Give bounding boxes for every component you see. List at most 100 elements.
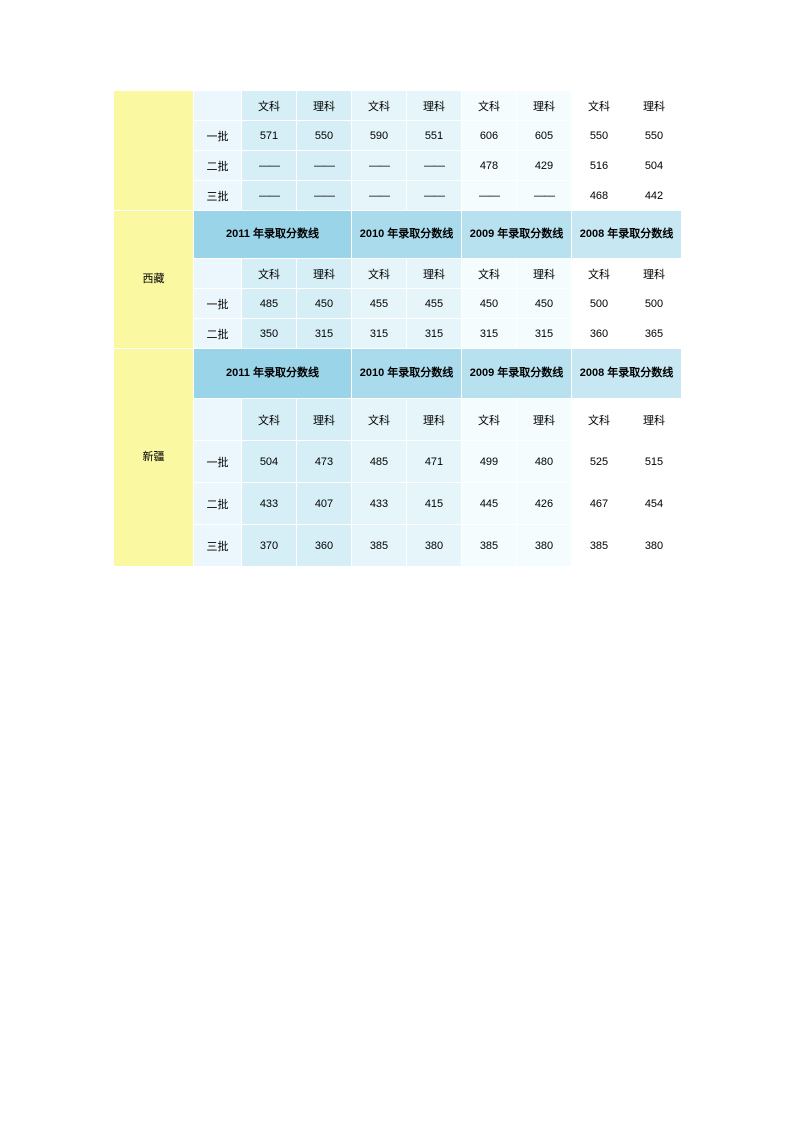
table-row: 一批 504 473 485 471 499 480 525 515	[114, 441, 682, 483]
data-cell: 454	[627, 483, 682, 525]
data-cell: 485	[242, 289, 297, 319]
data-cell: 450	[297, 289, 352, 319]
table-row: 西藏 2011 年录取分数线 2010 年录取分数线 2009 年录取分数线 2…	[114, 211, 682, 259]
data-cell: 450	[462, 289, 517, 319]
data-cell: 473	[297, 441, 352, 483]
data-cell: ——	[407, 151, 462, 181]
page-container: 文科 理科 文科 理科 文科 理科 文科 理科 一批 571 550 590 5…	[0, 0, 793, 567]
data-cell: 571	[242, 121, 297, 151]
data-cell: 504	[627, 151, 682, 181]
data-cell: ——	[517, 181, 572, 211]
data-cell: 407	[297, 483, 352, 525]
data-cell: ——	[297, 151, 352, 181]
data-cell: 433	[242, 483, 297, 525]
province-cell: 新疆	[114, 349, 194, 567]
data-cell: 360	[297, 525, 352, 567]
admission-score-table: 文科 理科 文科 理科 文科 理科 文科 理科 一批 571 550 590 5…	[113, 90, 682, 567]
data-cell: 551	[407, 121, 462, 151]
data-cell: 499	[462, 441, 517, 483]
col-header: 理科	[297, 259, 352, 289]
col-header: 文科	[462, 399, 517, 441]
batch-cell: 三批	[194, 181, 242, 211]
batch-cell: 二批	[194, 483, 242, 525]
data-cell: 365	[627, 319, 682, 349]
data-cell: 380	[407, 525, 462, 567]
data-cell: 450	[517, 289, 572, 319]
col-header: 文科	[242, 259, 297, 289]
data-cell: 525	[572, 441, 627, 483]
col-header: 理科	[627, 91, 682, 121]
data-cell: 515	[627, 441, 682, 483]
batch-cell: 一批	[194, 121, 242, 151]
data-cell: 415	[407, 483, 462, 525]
data-cell: ——	[352, 181, 407, 211]
col-header: 文科	[352, 91, 407, 121]
data-cell: 360	[572, 319, 627, 349]
year-header: 2009 年录取分数线	[462, 211, 572, 259]
table-row: 二批 350 315 315 315 315 315 360 365	[114, 319, 682, 349]
data-cell: 500	[572, 289, 627, 319]
col-header: 理科	[627, 399, 682, 441]
data-cell: 385	[462, 525, 517, 567]
data-cell: 350	[242, 319, 297, 349]
table-row: 二批 —— —— —— —— 478 429 516 504	[114, 151, 682, 181]
year-header: 2010 年录取分数线	[352, 349, 462, 399]
col-header: 文科	[352, 259, 407, 289]
data-cell: 315	[517, 319, 572, 349]
data-cell: 315	[407, 319, 462, 349]
data-cell: 442	[627, 181, 682, 211]
province-cell-empty	[114, 91, 194, 211]
col-header: 文科	[572, 259, 627, 289]
col-header: 文科	[462, 91, 517, 121]
data-cell: 467	[572, 483, 627, 525]
batch-cell: 一批	[194, 289, 242, 319]
table-row: 新疆 2011 年录取分数线 2010 年录取分数线 2009 年录取分数线 2…	[114, 349, 682, 399]
data-cell: 455	[352, 289, 407, 319]
data-cell: 550	[627, 121, 682, 151]
table-row: 文科 理科 文科 理科 文科 理科 文科 理科	[114, 399, 682, 441]
table-row: 文科 理科 文科 理科 文科 理科 文科 理科	[114, 91, 682, 121]
col-header: 文科	[242, 91, 297, 121]
data-cell: 485	[352, 441, 407, 483]
data-cell: ——	[352, 151, 407, 181]
year-header: 2008 年录取分数线	[572, 211, 682, 259]
col-header: 理科	[627, 259, 682, 289]
batch-cell: 三批	[194, 525, 242, 567]
data-cell: ——	[462, 181, 517, 211]
year-header: 2010 年录取分数线	[352, 211, 462, 259]
data-cell: 550	[572, 121, 627, 151]
col-header: 文科	[242, 399, 297, 441]
data-cell: 471	[407, 441, 462, 483]
data-cell: ——	[297, 181, 352, 211]
data-cell: ——	[242, 151, 297, 181]
table-row: 三批 370 360 385 380 385 380 385 380	[114, 525, 682, 567]
data-cell: 590	[352, 121, 407, 151]
batch-cell: 二批	[194, 151, 242, 181]
col-header: 文科	[572, 399, 627, 441]
data-cell: 370	[242, 525, 297, 567]
col-header: 理科	[297, 399, 352, 441]
data-cell: ——	[242, 181, 297, 211]
data-cell: 385	[352, 525, 407, 567]
col-header: 理科	[407, 259, 462, 289]
batch-cell: 一批	[194, 441, 242, 483]
table-row: 一批 571 550 590 551 606 605 550 550	[114, 121, 682, 151]
col-header: 理科	[517, 259, 572, 289]
batch-cell	[194, 399, 242, 441]
data-cell: 380	[517, 525, 572, 567]
data-cell: 455	[407, 289, 462, 319]
table-row: 二批 433 407 433 415 445 426 467 454	[114, 483, 682, 525]
table-row: 一批 485 450 455 455 450 450 500 500	[114, 289, 682, 319]
data-cell: 605	[517, 121, 572, 151]
data-cell: 478	[462, 151, 517, 181]
data-cell: 433	[352, 483, 407, 525]
col-header: 文科	[352, 399, 407, 441]
table-row: 文科 理科 文科 理科 文科 理科 文科 理科	[114, 259, 682, 289]
data-cell: 315	[297, 319, 352, 349]
year-header: 2009 年录取分数线	[462, 349, 572, 399]
batch-cell	[194, 91, 242, 121]
data-cell: 516	[572, 151, 627, 181]
year-header: 2011 年录取分数线	[194, 211, 352, 259]
data-cell: 550	[297, 121, 352, 151]
data-cell: 606	[462, 121, 517, 151]
